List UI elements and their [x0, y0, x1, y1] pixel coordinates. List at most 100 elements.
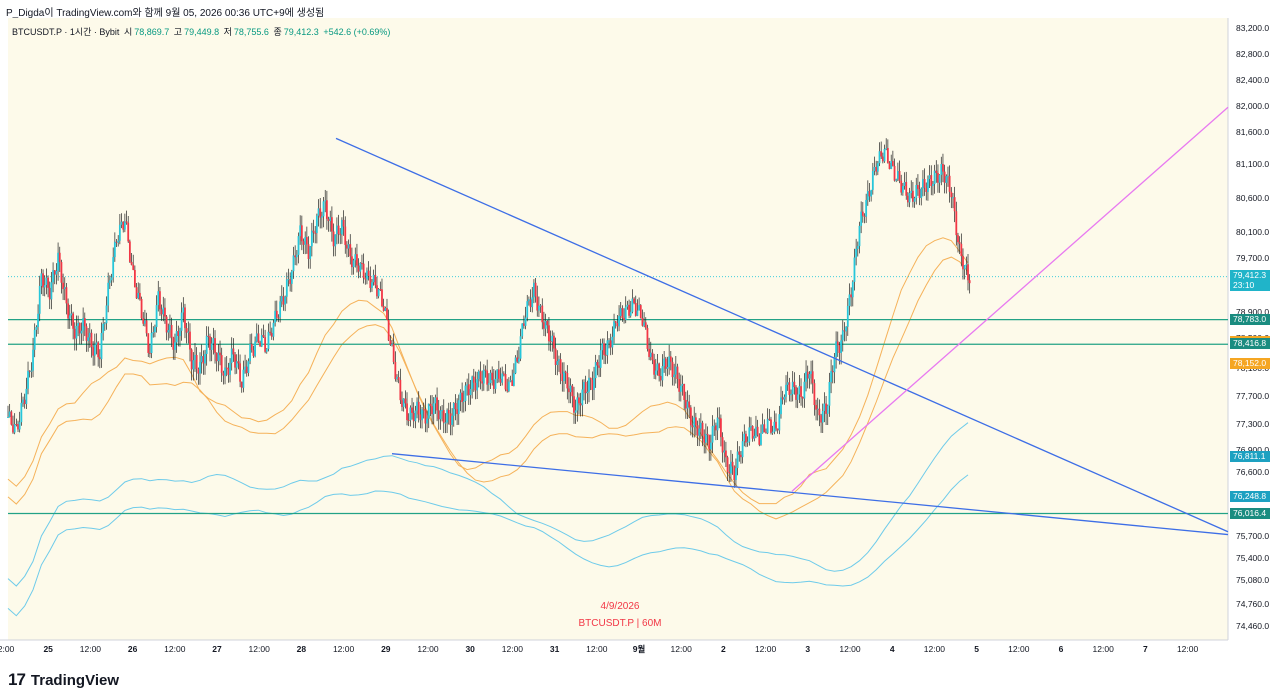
- candle-body: [249, 344, 251, 362]
- candle-body: [113, 241, 116, 258]
- candle-body: [693, 417, 696, 428]
- legend-open-label: 시: [123, 27, 133, 37]
- candle-body: [830, 370, 832, 382]
- x-tick-label: 12:00: [755, 644, 777, 654]
- candle-body: [666, 366, 669, 369]
- candle-body: [93, 344, 96, 356]
- candle-body: [426, 418, 428, 424]
- x-tick-label: 12:00: [333, 644, 355, 654]
- candle-body: [825, 403, 827, 414]
- candle-body: [394, 362, 397, 380]
- candle-body: [247, 361, 250, 374]
- candle-body: [594, 362, 597, 379]
- candle-body: [174, 342, 176, 350]
- price-label-band2: 76,248.8: [1230, 490, 1270, 502]
- candle-body: [613, 321, 615, 337]
- candle-body: [327, 218, 330, 222]
- candle-body: [678, 378, 681, 392]
- candle-body: [479, 371, 482, 382]
- candle-body: [110, 277, 113, 281]
- candle-body: [172, 337, 175, 350]
- candle-body: [937, 172, 939, 183]
- candle-body: [629, 311, 632, 316]
- candle-body: [217, 352, 220, 362]
- candle-body: [895, 179, 898, 181]
- candle-body: [491, 372, 494, 381]
- price-label-current: 79,412.3: [1230, 269, 1270, 281]
- x-tick-label: 3: [805, 644, 810, 654]
- candle-body: [634, 302, 637, 316]
- candle-body: [932, 184, 934, 186]
- candle-body: [564, 371, 567, 374]
- candle-body: [240, 381, 243, 388]
- candle-body: [138, 292, 141, 300]
- candle-body: [843, 330, 846, 332]
- candle-body: [871, 170, 874, 190]
- candle-body: [100, 332, 103, 360]
- candle-body: [376, 285, 378, 297]
- x-tick-label: 31: [550, 644, 560, 654]
- candle-body: [295, 254, 298, 258]
- candle-body: [571, 385, 574, 397]
- candle-body: [312, 230, 315, 233]
- candle-body: [890, 161, 893, 170]
- candle-body: [35, 326, 38, 330]
- y-tick-label: 83,200.0: [1236, 23, 1269, 33]
- candle-body: [88, 332, 91, 338]
- candle-body: [878, 151, 881, 164]
- candle-body: [553, 335, 555, 349]
- candle-body: [669, 356, 672, 362]
- candle-body: [751, 425, 754, 439]
- candle-body: [13, 424, 16, 433]
- candle-body: [399, 379, 402, 401]
- candle-body: [686, 401, 689, 409]
- candle-body: [805, 371, 807, 382]
- candle-body: [663, 358, 666, 367]
- candle-body: [189, 331, 191, 350]
- candle-body: [536, 296, 539, 311]
- candle-body: [561, 373, 564, 382]
- candle-body: [27, 370, 29, 389]
- candle-body: [891, 161, 894, 166]
- candle-body: [810, 371, 812, 375]
- candle-body: [760, 433, 762, 445]
- candle-body: [840, 340, 843, 353]
- candle-body: [304, 237, 307, 245]
- price-chart[interactable]: 83,200.0 82,800.0 82,400.0 82,000.0 81,600.0…: [0, 18, 1280, 660]
- candle-body: [190, 349, 193, 370]
- candle-body: [848, 294, 851, 306]
- candle-body: [33, 329, 36, 350]
- candle-body: [915, 185, 918, 199]
- candle-body: [346, 244, 348, 249]
- candle-body: [531, 297, 534, 308]
- candle-body: [638, 305, 640, 311]
- x-tick-label: 12:00: [80, 644, 102, 654]
- candle-body: [853, 257, 856, 282]
- legend-high-label: 고: [173, 27, 183, 37]
- candle-body: [631, 298, 634, 312]
- candle-body: [73, 328, 76, 339]
- candle-body: [636, 310, 639, 316]
- candle-body: [314, 232, 317, 234]
- candle-body: [935, 170, 938, 173]
- candle-body: [704, 433, 707, 443]
- y-tick-label: 76,600.0: [1236, 467, 1269, 477]
- candle-body: [574, 410, 577, 413]
- candle-body: [920, 188, 923, 198]
- tradingview-logo[interactable]: 17 TradingView: [8, 670, 119, 690]
- candle-body: [781, 397, 784, 400]
- candle-body: [708, 435, 711, 450]
- candle-body: [456, 409, 459, 415]
- y-tick-label: 81,600.0: [1236, 127, 1269, 137]
- candle-body: [507, 381, 510, 392]
- candle-body: [758, 434, 761, 445]
- candle-body: [960, 243, 963, 257]
- candle-body: [785, 384, 787, 397]
- candle-body: [880, 151, 883, 157]
- candle-body: [576, 397, 579, 411]
- candle-body: [150, 332, 153, 354]
- chart-area[interactable]: 83,200.0 82,800.0 82,400.0 82,000.0 81,600.0…: [0, 18, 1280, 660]
- candle-body: [254, 341, 256, 356]
- candle-body: [512, 373, 515, 386]
- candle-body: [40, 273, 43, 286]
